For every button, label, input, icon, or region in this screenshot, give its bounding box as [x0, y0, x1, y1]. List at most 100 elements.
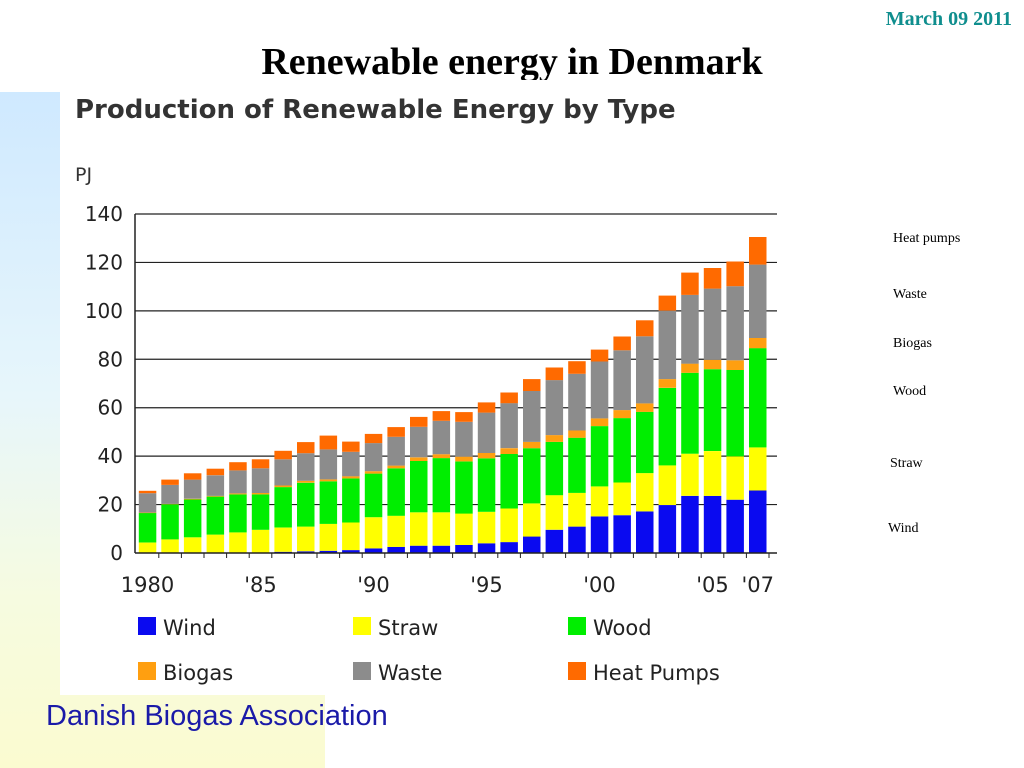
bar-waste-1994	[455, 421, 473, 457]
bar-heat-pumps-1987	[297, 442, 315, 454]
bar-biogas-1990	[364, 471, 383, 474]
x-tick-label: '05	[696, 573, 729, 597]
bar-biogas-2000	[590, 418, 609, 427]
bar-waste-1982	[183, 479, 202, 499]
bar-biogas-1986	[274, 485, 292, 488]
legend-label-wood: Wood	[593, 616, 652, 640]
bar-wood-1985	[251, 494, 270, 530]
legend-swatch-straw	[353, 617, 371, 635]
bar-biogas-1998	[545, 435, 564, 442]
bar-heat-pumps-2004	[681, 272, 699, 295]
bar-straw-1997	[523, 503, 541, 537]
bar-biogas-1992	[410, 457, 428, 461]
bar-wood-1989	[342, 478, 360, 523]
bar-wood-1982	[183, 499, 202, 538]
bar-waste-2001	[613, 350, 631, 411]
bar-straw-1989	[342, 522, 360, 551]
bar-straw-1996	[500, 508, 518, 543]
bar-wind-1997	[523, 536, 541, 553]
bar-waste-1999	[568, 373, 586, 431]
bar-wood-1981	[161, 504, 179, 540]
bar-wind-2002	[636, 511, 654, 553]
bar-heat-pumps-2001	[613, 336, 631, 351]
side-label-waste: Waste	[893, 287, 927, 302]
side-label-wind: Wind	[888, 521, 919, 536]
bar-straw-1987	[297, 526, 315, 552]
bar-waste-1988	[319, 449, 338, 480]
bar-straw-2004	[681, 453, 699, 496]
bar-biogas-1994	[455, 456, 473, 462]
bar-waste-1986	[274, 459, 292, 486]
bar-waste-1985	[251, 468, 270, 493]
bar-biogas-1993	[432, 454, 451, 459]
bar-waste-1996	[500, 403, 518, 449]
bar-biogas-1982	[183, 498, 202, 500]
bar-straw-1980	[138, 542, 157, 553]
y-tick-label: 20	[98, 493, 123, 517]
bar-heat-pumps-2007	[749, 237, 767, 265]
bar-wind-1999	[568, 526, 586, 553]
y-tick-label: 40	[98, 444, 123, 468]
bar-heat-pumps-1986	[274, 450, 292, 460]
bar-wood-1987	[297, 482, 315, 527]
bar-straw-2002	[636, 473, 654, 512]
bar-wood-2004	[681, 372, 699, 454]
bar-straw-1993	[432, 512, 451, 546]
bar-wind-1995	[477, 543, 496, 553]
bar-biogas-2007	[749, 338, 767, 349]
bar-heat-pumps-1988	[319, 435, 338, 450]
bar-biogas-2001	[613, 410, 631, 419]
bar-wood-1992	[410, 461, 428, 513]
bar-straw-1982	[183, 537, 202, 553]
bar-wood-1995	[477, 458, 496, 512]
bar-straw-1986	[274, 527, 292, 552]
bar-wood-2002	[636, 411, 654, 474]
bar-heat-pumps-1992	[410, 416, 428, 427]
legend-swatch-wood	[568, 617, 586, 635]
bar-straw-1985	[251, 529, 270, 553]
bar-heat-pumps-1990	[364, 433, 383, 444]
bar-biogas-1989	[342, 476, 360, 479]
x-tick-label: '85	[244, 573, 277, 597]
bar-waste-2000	[590, 361, 609, 419]
legend-label-heat-pumps: Heat Pumps	[593, 661, 720, 685]
bar-wood-1984	[229, 494, 247, 533]
bar-wind-1990	[364, 548, 383, 553]
bar-wind-1998	[545, 529, 564, 553]
bar-wood-1991	[387, 468, 405, 516]
bar-waste-1992	[410, 426, 428, 458]
bar-wood-2007	[749, 348, 767, 448]
bar-waste-2002	[636, 336, 654, 404]
bar-wood-1988	[319, 481, 338, 524]
bar-straw-1995	[477, 511, 496, 544]
bar-straw-1994	[455, 513, 473, 545]
bar-wind-2005	[703, 495, 722, 553]
y-axis-ticks: 0 20 40 60 80 100 120 140	[85, 202, 123, 565]
x-tick-label: '00	[583, 573, 616, 597]
bar-wind-2006	[726, 499, 744, 553]
bar-heat-pumps-1994	[455, 412, 473, 422]
bar-waste-1990	[364, 443, 383, 472]
bar-straw-1988	[319, 523, 338, 551]
bar-heat-pumps-1998	[545, 367, 564, 381]
legend-label-straw: Straw	[378, 616, 438, 640]
bar-waste-2003	[658, 310, 677, 380]
legend-label-biogas: Biogas	[163, 661, 233, 685]
bar-biogas-1997	[523, 441, 541, 449]
bar-biogas-1985	[251, 492, 270, 495]
bar-heat-pumps-1983	[206, 468, 225, 476]
chart-panel: Production of Renewable Energy by Type P…	[60, 80, 800, 695]
bar-biogas-2002	[636, 403, 654, 412]
bar-wood-1997	[523, 448, 541, 504]
bar-waste-2004	[681, 294, 699, 364]
renewable-energy-chart: Production of Renewable Energy by Type P…	[75, 95, 777, 685]
bar-wind-2003	[658, 505, 677, 553]
legend-swatch-biogas	[138, 662, 156, 680]
bar-wood-2003	[658, 387, 677, 466]
bar-waste-1995	[477, 412, 496, 453]
footer-organization: Danish Biogas Association	[46, 700, 388, 732]
bar-wood-1983	[206, 496, 225, 535]
bar-straw-1984	[229, 532, 247, 553]
bar-heat-pumps-2005	[703, 268, 722, 289]
bar-wind-1993	[432, 545, 451, 553]
